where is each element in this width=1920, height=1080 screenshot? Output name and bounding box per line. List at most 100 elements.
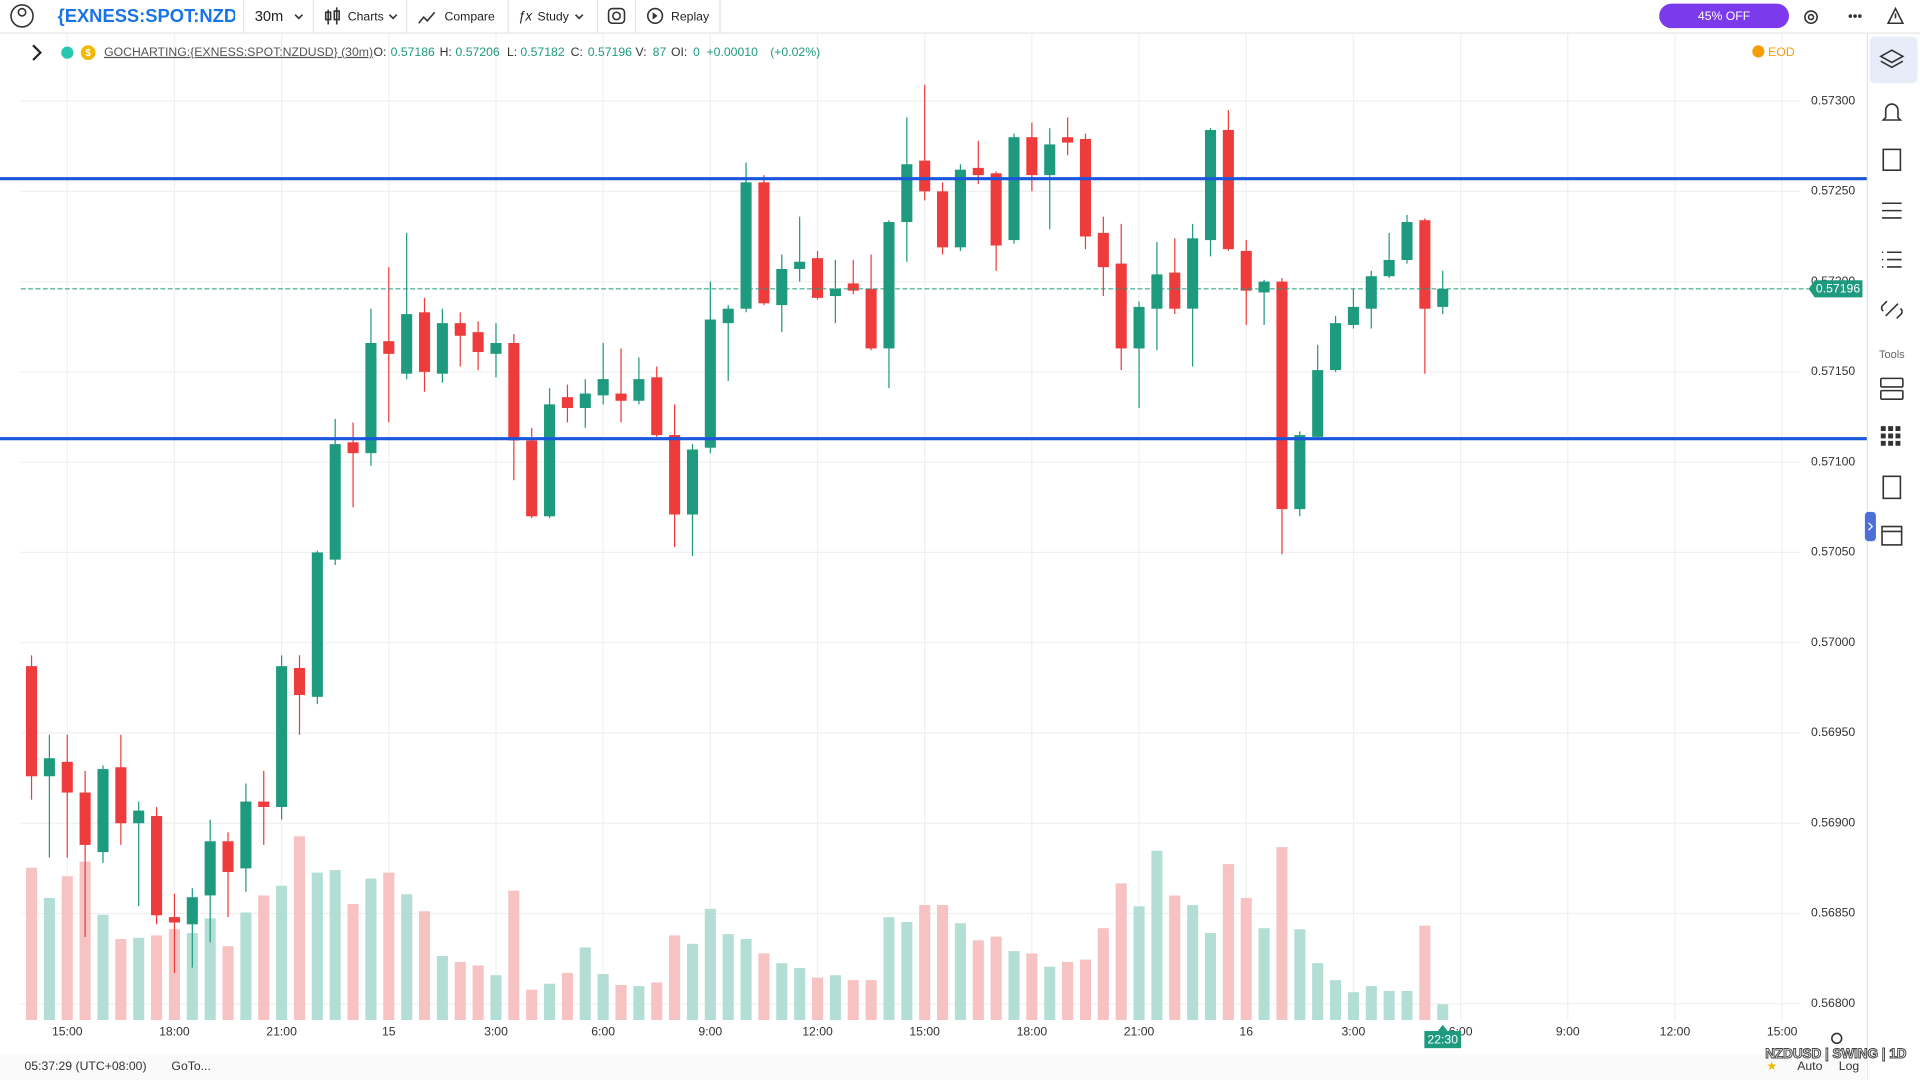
heatmap-icon[interactable] [1880,426,1903,446]
goto[interactable]: GoTo... [171,1059,210,1073]
candle-body [347,442,359,454]
collapse-arrow[interactable] [32,44,42,61]
legend-label: OI: [671,45,687,59]
volume-bar [669,935,681,1020]
volume-bar [293,836,306,1020]
candle-layer [25,84,1449,974]
candle-body [1008,137,1020,241]
y-tick-label: 0.56900 [1811,815,1855,829]
volume-bar [794,968,806,1020]
candle-body [1169,272,1181,309]
candle-body [865,288,877,349]
current-time-badge [1424,1031,1462,1049]
volume-bar [43,897,55,1020]
layout-icon[interactable] [1880,377,1904,388]
volume-bar [1133,906,1145,1020]
volume-bar [1008,951,1020,1020]
report-icon[interactable] [1882,475,1902,500]
symbol-box[interactable]: {EXNESS:SPOT:NZDUSD} [58,5,283,26]
chevron [294,14,304,20]
toolbar [0,0,1920,34]
current-time-label: 22:30 [1427,1032,1458,1046]
settings-icon[interactable] [1804,10,1818,25]
candle-body [454,323,466,336]
x-tick-label: 12:00 [1660,1024,1691,1038]
volume-bar [454,961,466,1020]
candle-body [222,841,234,872]
volume-bar [704,908,716,1020]
x-tick-label: 15:00 [1767,1024,1798,1038]
replay-button[interactable]: Replay [671,9,710,23]
volume-bar [544,983,556,1020]
currency-symbol: $ [85,48,91,59]
candle-body [776,268,788,306]
x-tick-label: 3:00 [1342,1024,1366,1038]
current-time-pointer [1437,1024,1448,1032]
favorite-star[interactable]: ★ [1766,1059,1777,1073]
interval[interactable]: 30m [255,9,284,25]
layers-icon[interactable] [1879,49,1905,69]
avatar-icon[interactable] [10,4,34,28]
volume-bar [168,929,180,1020]
log-scale[interactable]: Log [1839,1059,1860,1073]
alert-icon[interactable] [1886,6,1905,25]
preset-label[interactable]: NZDUSD | SWING | 1D [1765,1045,1908,1061]
volume-bar [722,934,734,1020]
legend-label: O: [373,45,386,59]
symbol[interactable]: {EXNESS:SPOT:NZDUSD} [58,5,283,26]
compare-icon [418,11,436,24]
volume-bar [776,963,788,1020]
sidebar-toggle[interactable] [1864,511,1876,542]
candle-body [276,666,288,807]
axis-settings-icon[interactable] [1831,1032,1843,1045]
study-menu[interactable]: Study [538,9,570,23]
study-icon: ƒx [518,9,533,24]
candle-body [383,341,395,354]
volume-bar [1062,961,1074,1020]
volume-bar [1437,1004,1449,1020]
y-tick-label: 0.56800 [1811,996,1855,1010]
candle-body [740,182,752,309]
volume-bar [1097,928,1109,1020]
sidebar-toggle-arrow [1868,522,1874,531]
sidebar-tools-label: Tools [1879,349,1905,361]
eod-dot [1752,45,1765,58]
promo-text[interactable]: 45% OFF [1698,9,1750,23]
snapshot-icon[interactable] [607,7,626,25]
charts-menu[interactable]: Charts [348,9,384,23]
legend-label: V: [636,45,647,59]
candle-body [1151,274,1163,309]
candle-body [258,801,270,807]
sidebar-active [1869,36,1918,84]
candle-body [1204,129,1217,241]
auto-scale[interactable]: Auto [1797,1059,1822,1073]
compare-menu[interactable]: Compare [444,9,495,23]
promo-pill[interactable] [1659,3,1789,29]
volume-bar [383,872,395,1020]
volume-bar [883,917,895,1020]
volume-bar [1079,959,1092,1020]
volume-bar [97,914,109,1020]
volume-bar [418,911,431,1020]
alerts-icon[interactable] [1881,103,1903,121]
legend-value: 0.57182 [520,45,564,59]
link-icon[interactable] [1880,300,1903,319]
more-icon[interactable]: ••• [1848,9,1862,24]
legend-label: H: [440,45,452,59]
volume-bar [847,980,859,1020]
volume-bar [25,867,38,1020]
candle-body [669,435,681,515]
candle-body [490,342,502,354]
candle-body [526,440,538,517]
legend-source[interactable]: GOCHARTING:{EXNESS:SPOT:NZDUSD} (30m) [104,45,373,59]
candle-body [1401,222,1413,260]
notes-icon[interactable] [1882,148,1902,171]
volume-bar [561,972,573,1020]
calendar-icon[interactable] [1881,525,1903,546]
settings-core [1807,13,1815,21]
filters-icon[interactable] [1882,202,1902,219]
volume-bar [258,895,270,1020]
candle-body [293,667,306,696]
list-icon[interactable] [1882,251,1902,268]
